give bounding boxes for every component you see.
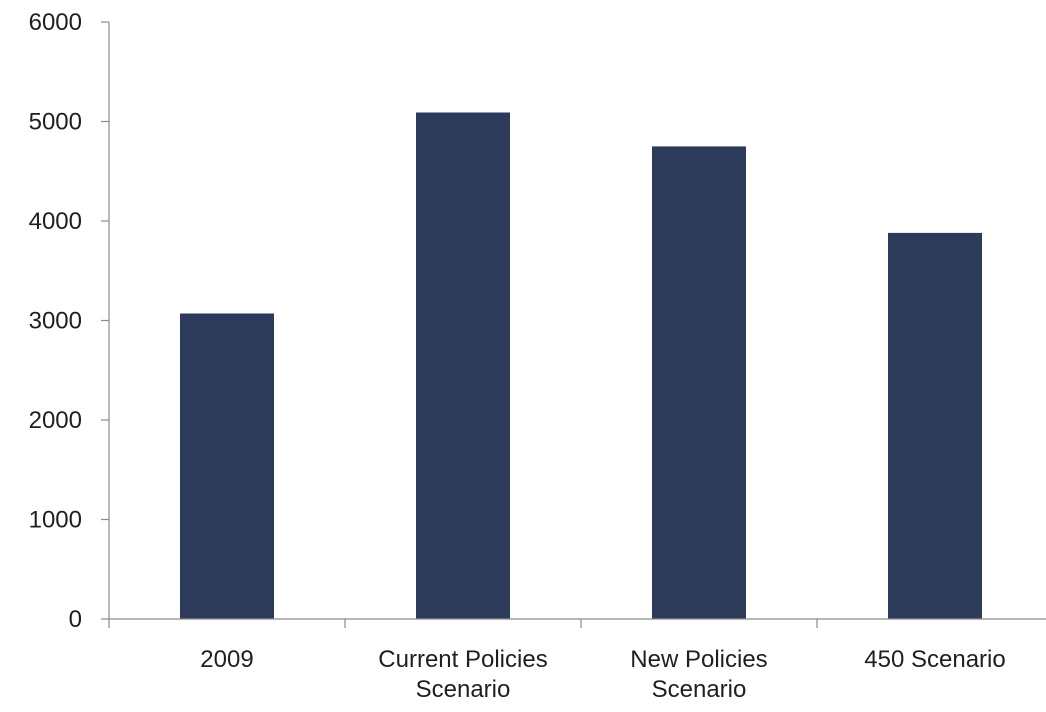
- y-tick-label-2: 2000: [29, 407, 82, 434]
- x-tick-label-0: 2009: [200, 646, 253, 673]
- axes-group: [101, 21, 1046, 628]
- bars-group: [180, 112, 982, 619]
- bar-1: [416, 112, 510, 619]
- x-tick-label-3: 450 Scenario: [864, 646, 1005, 673]
- y-tick-label-3: 3000: [29, 308, 82, 335]
- y-tick-label-1: 1000: [29, 507, 82, 534]
- y-tick-label-4: 4000: [29, 208, 82, 235]
- bar-0: [180, 313, 274, 619]
- labels-group: 0 1000 2000 3000 4000 5000 6000 2009 Current Pol…: [29, 9, 1006, 703]
- bar-3: [888, 232, 982, 619]
- y-tick-label-6: 6000: [29, 9, 82, 36]
- bar-2: [652, 146, 746, 619]
- y-tick-label-5: 5000: [29, 109, 82, 136]
- x-tick-label-2: New Policies Scenario: [630, 646, 767, 703]
- y-tick-label-0: 0: [69, 606, 82, 633]
- x-tick-label-1: Current Policies Scenario: [378, 646, 547, 703]
